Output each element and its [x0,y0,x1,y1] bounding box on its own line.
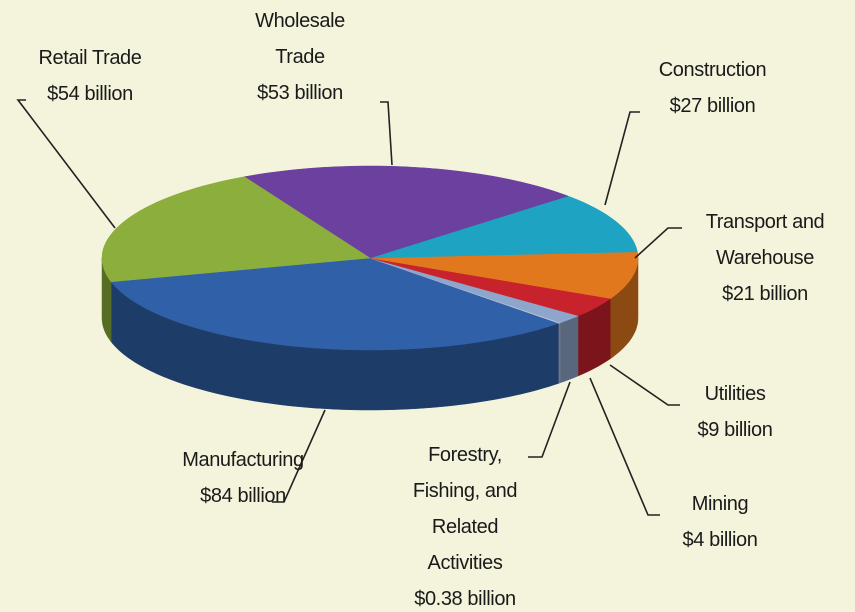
pie-sides [101,257,639,411]
category-label: Construction [658,59,767,81]
category-label: Utilities [704,383,766,405]
slice-label: Construction $27 billion [630,52,795,124]
value-label: $27 billion [669,95,756,117]
slice-label: Manufacturing $84 billion [168,442,318,514]
leader-line [16,99,116,229]
slice [243,165,569,259]
category-label: Forestry, Fishing, and Related Activitie… [412,444,518,574]
value-label: $53 billion [257,82,343,104]
slice-label: Transport and Warehouse $21 billion [680,204,850,312]
pie-tops [101,165,639,351]
category-label: Transport and Warehouse [705,211,825,269]
slice-side [558,322,561,384]
leader-line [272,409,326,503]
leader-lines [16,99,682,516]
value-label: $4 billion [682,529,758,551]
slice-label: Mining $4 billion [655,486,785,558]
slice-label: Wholesale Trade $53 billion [230,3,370,111]
slice-label: Utilities $9 billion [670,376,800,448]
slice-side [560,315,579,383]
value-label: $9 billion [697,419,773,441]
leader-line [634,227,682,259]
value-label: $0.38 billion [414,588,516,610]
slice [101,176,371,283]
value-label: $21 billion [722,283,808,305]
category-label: Mining [691,493,749,515]
category-label: Manufacturing [182,449,304,471]
slice [110,257,560,351]
category-label: Wholesale Trade [255,10,345,68]
slice-label: Forestry, Fishing, and Related Activitie… [385,437,545,612]
leader-line [589,377,660,516]
leader-line [604,111,640,206]
value-label: $84 billion [200,485,286,507]
slice-label: Retail Trade $54 billion [10,40,170,112]
leader-line [609,364,680,406]
value-label: $54 billion [47,83,133,105]
leader-line [380,101,393,166]
slice [369,195,638,259]
category-label: Retail Trade [38,47,142,69]
slice [369,251,639,299]
slice [369,257,612,317]
leader-line [528,381,571,458]
